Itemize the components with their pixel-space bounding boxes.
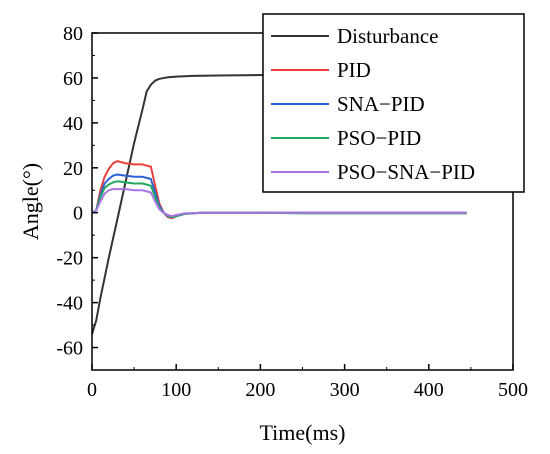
series-line-4 [91,188,467,218]
y-tick-label-2: -20 [56,248,83,270]
y-tick-label-3: 0 [73,203,83,225]
x-tick-label-5: 500 [498,379,528,401]
legend-label-3: PSO−PID [337,126,421,150]
legend-label-2: SNA−PID [337,92,425,116]
y-tick-label-7: 80 [63,23,83,45]
legend-label-0: Disturbance [337,24,438,48]
legend-label-4: PSO−SNA−PID [337,160,475,184]
y-tick-label-6: 60 [63,68,83,90]
y-axis-title: Angle(°) [18,163,43,240]
x-axis-title: Time(ms) [260,420,346,445]
legend: Disturbance PID SNA−PID PSO−PID PSO−SNA−PID [262,13,525,193]
x-tick-label-1: 100 [161,379,191,401]
x-tick-label-2: 200 [245,379,275,401]
x-tick-label-0: 0 [87,379,97,401]
x-tick-label-4: 400 [414,379,444,401]
y-tick-label-0: -60 [56,338,83,360]
legend-label-1: PID [337,58,371,82]
y-tick-label-5: 40 [63,113,83,135]
y-tick-label-4: 20 [63,158,83,180]
y-tick-label-1: -40 [56,293,83,315]
x-tick-label-3: 300 [330,379,360,401]
